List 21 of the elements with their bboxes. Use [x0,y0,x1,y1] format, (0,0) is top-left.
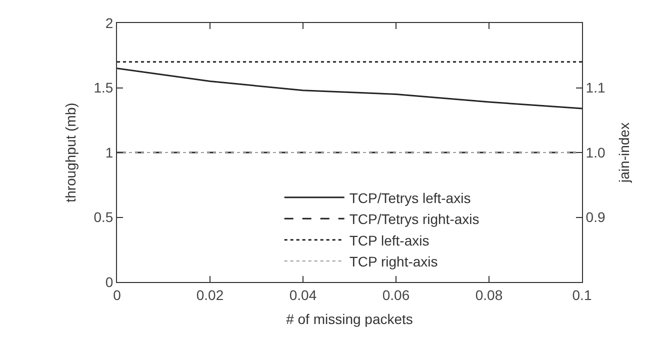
y-tick-label: 1.5 [94,80,114,96]
x-tick-label: 0.02 [196,286,224,303]
y2-axis-title: jain-index [616,122,632,184]
x-tick-label: 0.06 [382,286,410,303]
y2-tick-label: 1.0 [586,144,606,160]
line-series [117,68,582,110]
y2-tick-label: 1.1 [586,80,606,96]
y-axis-title: throughput (mb) [62,102,78,202]
x-tick-label: 0.1 [572,286,592,303]
x-tick-label: 0.08 [475,286,503,303]
legend-label: TCP right-axis [349,253,438,270]
legend-label: TCP left-axis [349,232,430,248]
legend-label: TCP/Tetrys right-axis [349,211,480,228]
x-tick-label: 0.04 [289,286,317,303]
y-tick-label: 0.5 [94,209,114,226]
y2-tick-label: 0.9 [586,209,606,226]
y-tick-label: 0 [105,274,114,290]
x-axis-title: # of missing packets [286,311,413,328]
y-tick-label: 2 [105,14,114,31]
legend-label: TCP/Tetrys left-axis [349,190,471,206]
y-tick-label: 1 [105,144,114,160]
